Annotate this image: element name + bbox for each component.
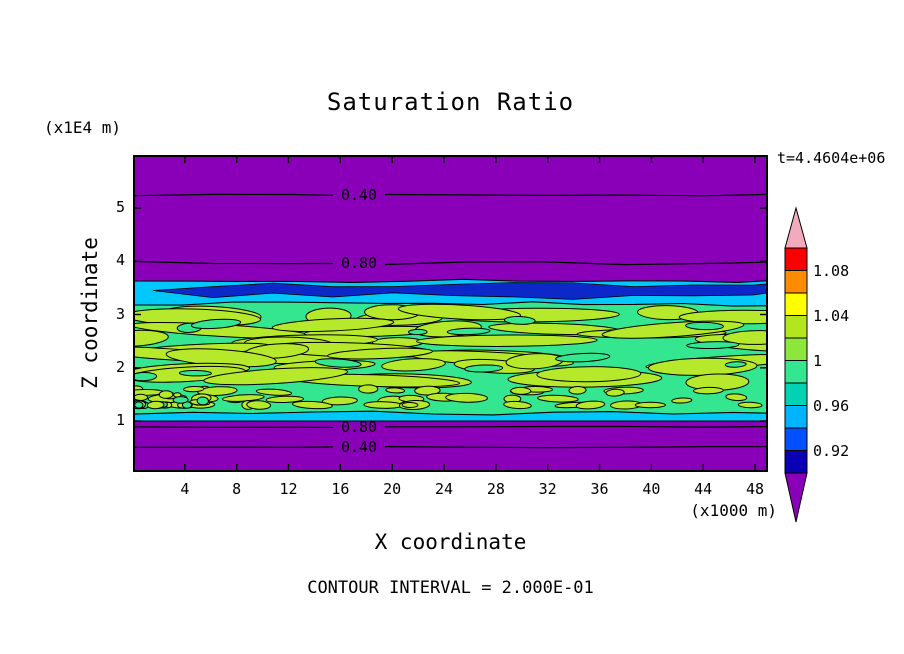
colorbar-under-cap	[784, 472, 808, 523]
colorbar-box	[784, 315, 808, 339]
contour-line	[132, 260, 334, 265]
contour-line	[132, 193, 334, 197]
contour-line	[384, 261, 769, 266]
x-tick-label: 8	[232, 480, 242, 498]
x-axis-unit-label: (x1000 m)	[690, 501, 777, 520]
x-tick-label: 40	[642, 480, 661, 498]
colorbar-box	[784, 360, 808, 384]
x-tick-label: 12	[279, 480, 298, 498]
contour-plot-area: 0.40 0.80 0.80 0.40	[92, 155, 839, 472]
x-tick-label: 44	[694, 480, 713, 498]
plot-frame	[133, 155, 768, 472]
colorbar-over-cap	[784, 206, 808, 249]
colorbar-tick-label: 1.04	[813, 306, 850, 325]
y-axis-unit-label: (x1E4 m)	[44, 118, 122, 137]
colorbar-tick-label: 1.08	[813, 261, 850, 280]
colorbar-box	[784, 382, 808, 406]
y-axis-title: Z coordinate	[78, 237, 102, 389]
x-tick-label: 16	[331, 480, 350, 498]
y-tick-label: 1	[115, 411, 125, 429]
contour-label: 0.80	[341, 254, 377, 272]
contour-line	[384, 193, 769, 197]
colorbar-box	[784, 450, 808, 474]
lower-cyan-layer	[133, 411, 768, 421]
contour-label: 0.40	[341, 186, 377, 204]
contour-label: 0.80	[341, 418, 377, 436]
time-label: t=4.4604e+06	[777, 149, 886, 167]
contour-plot: 0.40 0.80 0.80 0.40	[92, 155, 839, 472]
contour-line	[384, 446, 768, 449]
colorbar-box	[784, 247, 808, 271]
contour-line	[385, 425, 769, 428]
x-tick-label: 24	[434, 480, 454, 498]
x-axis-title: X coordinate	[374, 530, 527, 554]
colorbar-bar	[784, 206, 808, 523]
colorbar-tick-label: 0.92	[813, 441, 850, 460]
chart-title: Saturation Ratio	[326, 88, 575, 116]
contour-interval-label: CONTOUR INTERVAL = 2.000E-01	[307, 578, 594, 598]
x-tick-label: 20	[383, 480, 402, 498]
colorbar	[775, 200, 809, 534]
x-tick-label: 28	[486, 480, 505, 498]
cloud-blobs	[92, 303, 839, 411]
colorbar-box	[784, 270, 808, 294]
contour-line	[132, 426, 334, 429]
contour-label: 0.40	[341, 438, 377, 456]
colorbar-box	[784, 292, 808, 316]
x-tick-label: 4	[180, 480, 190, 498]
colorbar-tick-label: 0.96	[813, 396, 850, 415]
colorbar-tick-label: 1	[813, 351, 823, 370]
colorbar-box	[784, 337, 808, 361]
colorbar-box	[784, 427, 808, 451]
x-tick-label: 36	[590, 480, 609, 498]
y-tick-label: 5	[115, 198, 125, 216]
colorbar-box	[784, 405, 808, 429]
x-tick-label: 32	[538, 480, 557, 498]
x-tick-label: 48	[746, 480, 765, 498]
